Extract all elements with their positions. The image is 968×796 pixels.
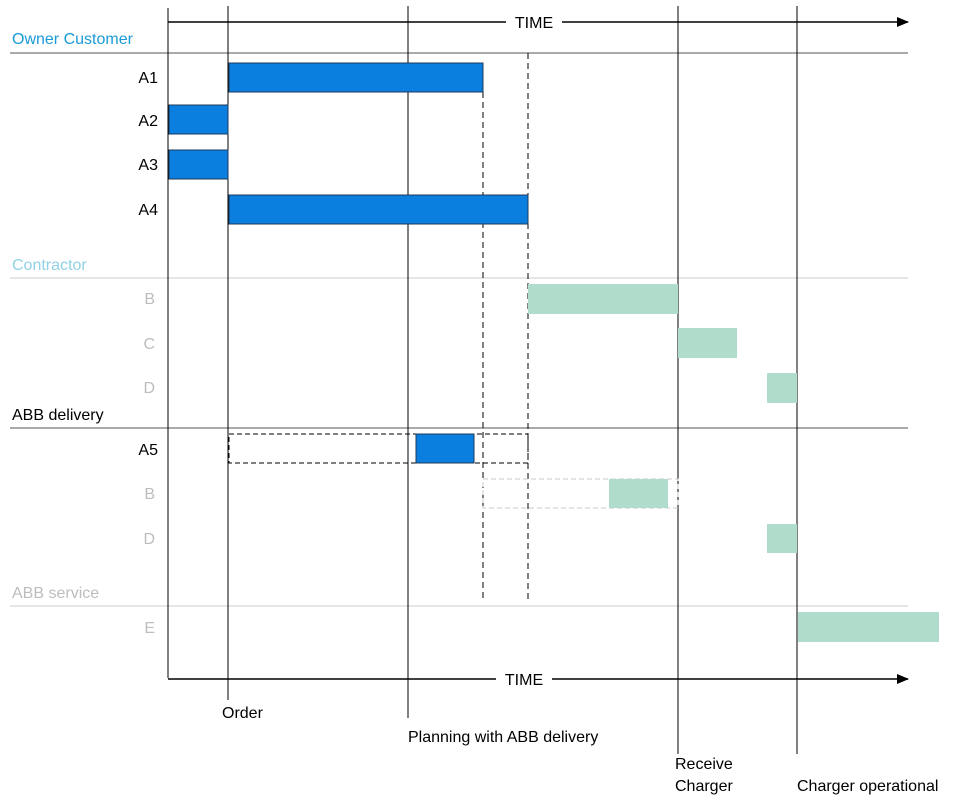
milestone-label-operational: Charger operational xyxy=(797,778,938,795)
bar-a2 xyxy=(168,104,229,135)
section-title-owner: Owner Customer xyxy=(12,31,134,48)
window-a5 xyxy=(228,433,529,464)
bar-a5 xyxy=(415,433,475,464)
row-label-a2: A2 xyxy=(138,113,158,130)
section-title-contractor: Contractor xyxy=(12,257,87,274)
row-label-a1: A1 xyxy=(138,70,158,87)
row-label-a5: A5 xyxy=(138,442,158,459)
section-title-delivery: ABB delivery xyxy=(12,407,104,424)
bar-a4 xyxy=(228,194,529,225)
milestone-label-planning: Planning with ABB delivery xyxy=(408,729,598,746)
row-label-b: B xyxy=(144,291,155,308)
time-label-top: TIME xyxy=(515,15,553,32)
window-b2 xyxy=(482,478,679,509)
bar-d xyxy=(767,373,797,403)
bar-a1 xyxy=(228,62,484,93)
row-label-c: C xyxy=(143,336,155,353)
bar-a3 xyxy=(168,149,229,180)
bar-e xyxy=(798,612,939,642)
row-label-a4: A4 xyxy=(138,202,158,219)
bar-b xyxy=(528,284,678,314)
row-label-a3: A3 xyxy=(138,157,158,174)
row-label-b2: B xyxy=(144,486,155,503)
row-label-d: D xyxy=(143,380,155,397)
bar-c xyxy=(678,328,737,358)
row-label-e: E xyxy=(144,620,155,637)
row-label-d2: D xyxy=(143,531,155,548)
milestone-label-receive-1: Receive xyxy=(675,756,733,773)
bar-b2 xyxy=(609,479,668,508)
milestone-label-order: Order xyxy=(222,705,264,722)
section-title-service: ABB service xyxy=(12,585,99,602)
time-label-bottom: TIME xyxy=(505,672,543,689)
milestone-label-receive-2: Charger xyxy=(675,778,733,795)
bar-d2 xyxy=(767,524,797,553)
